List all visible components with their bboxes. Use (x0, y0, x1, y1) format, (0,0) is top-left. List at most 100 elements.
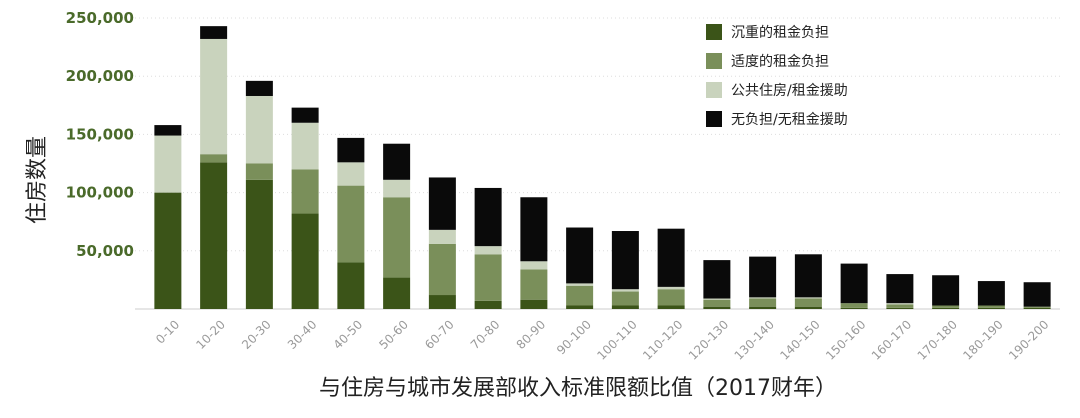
bar-segment (520, 261, 548, 270)
bar-segment (291, 107, 319, 123)
bar-segment (337, 137, 365, 163)
x-tick-label: 150-160 (823, 317, 868, 362)
bar-segment (428, 229, 456, 244)
x-axis-ticks: 0-10 10-20 20-30 30-40 40-50 50-60 60-70 70-80 8… (153, 317, 1051, 362)
bar-segment (245, 95, 273, 164)
bar-segment (794, 297, 822, 299)
bar-stack (749, 256, 777, 309)
bar-segment (977, 307, 1005, 309)
bar-segment (1023, 282, 1051, 307)
y-tick-label: 250,000 (66, 9, 134, 27)
bar-segment (337, 162, 365, 186)
bar-stack (794, 254, 822, 309)
bar-segment (886, 304, 914, 308)
x-tick-label: 40-50 (331, 317, 366, 352)
bar-segment (566, 285, 594, 306)
legend-swatch (706, 82, 722, 98)
bar-segment (291, 122, 319, 170)
bar-segment (657, 305, 685, 309)
bar-segment (886, 307, 914, 309)
bar-segment (520, 197, 548, 262)
bar-segment (794, 306, 822, 309)
bar-segment (337, 185, 365, 263)
bar-segment (749, 256, 777, 298)
grid-lines (135, 17, 1060, 310)
bar-segment (794, 254, 822, 298)
bar-stack (337, 137, 365, 309)
x-tick-label: 130-140 (732, 317, 777, 362)
x-tick-label: 120-130 (686, 317, 731, 362)
legend-item: 公共住房/租金援助 (706, 82, 848, 99)
legend-swatch (706, 53, 722, 69)
bar-segment (977, 281, 1005, 306)
bar-segment (703, 260, 731, 299)
bar-segment (749, 298, 777, 307)
y-tick-label: 100,000 (66, 184, 134, 202)
x-tick-label: 170-180 (915, 317, 960, 362)
legend-swatch (706, 24, 722, 40)
bar-segment (886, 303, 914, 305)
bar-segment (977, 305, 1005, 308)
x-tick-label: 60-70 (422, 317, 457, 352)
x-tick-label: 90-100 (554, 317, 594, 357)
bar-segment (245, 163, 273, 180)
bar-segment (566, 283, 594, 286)
bar-stack (566, 227, 594, 309)
bar-stack (474, 187, 502, 309)
bar-segment (840, 263, 868, 304)
x-tick-label: 110-120 (640, 317, 685, 362)
bar-segment (154, 135, 182, 193)
bar-segment (611, 291, 639, 306)
bar-segment (428, 243, 456, 296)
bar-stack (154, 125, 182, 309)
bar-stack (977, 281, 1005, 309)
bar-stack (886, 274, 914, 309)
bar-segment (749, 297, 777, 299)
bar-segment (932, 307, 960, 309)
bar-segment (749, 306, 777, 309)
bar-stack (1023, 282, 1051, 309)
y-tick-label: 50,000 (76, 242, 134, 260)
bar-segment (154, 125, 182, 136)
bar-segment (337, 262, 365, 309)
bar-segment (657, 228, 685, 287)
x-axis-title: 与住房与城市发展部收入标准限额比值（2017财年） (319, 376, 837, 401)
x-tick-label: 10-20 (193, 317, 228, 352)
bar-segment (703, 298, 731, 300)
bar-segment (886, 274, 914, 304)
x-tick-label: 140-150 (777, 317, 822, 362)
bar-segment (1023, 306, 1051, 308)
bar-stack (383, 143, 411, 309)
x-tick-label: 20-30 (239, 317, 274, 352)
bar-stack (291, 107, 319, 309)
x-tick-label: 30-40 (285, 317, 320, 352)
x-tick-label: 190-200 (1006, 317, 1051, 362)
bar-stack (520, 197, 548, 309)
x-tick-label: 0-10 (153, 317, 182, 346)
bar-segment (932, 305, 960, 308)
bar-segment (474, 187, 502, 247)
legend-item: 无负担/无租金援助 (706, 111, 848, 128)
y-tick-label: 200,000 (66, 67, 134, 85)
bar-segment (657, 286, 685, 290)
bar-segment (474, 246, 502, 255)
bar-segment (291, 169, 319, 214)
bar-segment (840, 303, 868, 308)
bar-segment (428, 295, 456, 309)
legend-item: 适度的租金负担 (706, 53, 829, 70)
bar-segment (474, 254, 502, 301)
bar-segment (154, 192, 182, 309)
bar-segment (703, 306, 731, 309)
bar-segment (245, 179, 273, 309)
bar-segment (520, 299, 548, 309)
bar-segment (383, 143, 411, 180)
y-axis-title: 住房数量 (25, 136, 50, 224)
bar-segment (611, 305, 639, 309)
bar-segment (383, 179, 411, 198)
x-tick-label: 160-170 (869, 317, 914, 362)
x-tick-label: 180-190 (960, 317, 1005, 362)
legend-item: 沉重的租金负担 (706, 24, 829, 41)
